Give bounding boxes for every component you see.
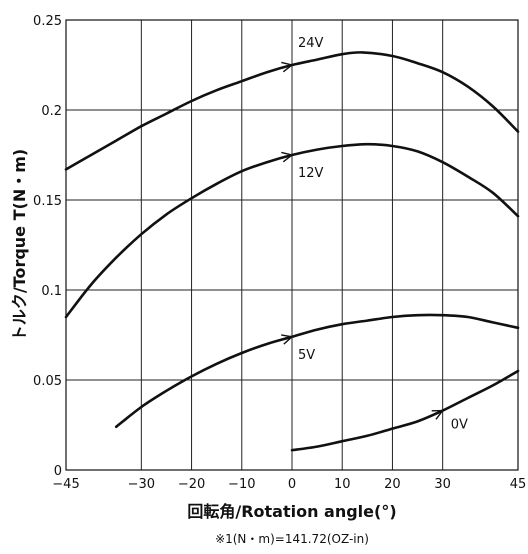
grid-lines <box>65 19 519 471</box>
x-tick-label: 10 <box>334 477 351 492</box>
tick-labels: −45 −30 −20 −10 0 10 20 30 45 0 0.05 0.1 0.15 0.2 0.25 <box>33 14 526 492</box>
y-tick-label: 0.25 <box>33 14 62 29</box>
y-tick-label: 0.15 <box>33 194 62 209</box>
arrow-5v <box>281 334 294 345</box>
series-label-0v: 0V <box>451 418 468 433</box>
arrow-0v <box>431 409 445 420</box>
y-tick-label: 0.2 <box>41 104 62 119</box>
x-tick-label: 45 <box>510 477 527 492</box>
x-tick-label: −20 <box>178 477 205 492</box>
y-tick-label: 0 <box>54 464 62 479</box>
x-tick-label: 20 <box>384 477 401 492</box>
series-label-24v: 24V <box>298 36 324 51</box>
y-tick-label: 0.1 <box>41 284 62 299</box>
series-annotations: 24V 12V 5V 0V <box>281 36 468 433</box>
arrow-24v <box>281 61 294 73</box>
x-tick-label: −45 <box>52 477 79 492</box>
unit-note: ※1(N・m)=141.72(OZ-in) <box>215 532 369 546</box>
series-line-5v <box>114 313 520 429</box>
series-label-5v: 5V <box>298 348 315 363</box>
series-label-12v: 12V <box>298 166 324 181</box>
x-tick-label: 0 <box>288 477 296 492</box>
y-tick-label: 0.05 <box>33 374 62 389</box>
arrow-12v <box>281 151 294 163</box>
x-tick-label: 30 <box>434 477 451 492</box>
plot-frame <box>65 19 519 471</box>
x-tick-label: −10 <box>228 477 255 492</box>
y-axis-label: トルク/Torque T(N・m) <box>10 149 29 341</box>
series-line-0v <box>290 369 520 452</box>
x-tick-label: −30 <box>128 477 155 492</box>
x-axis-label: 回転角/Rotation angle(°) <box>187 502 396 521</box>
